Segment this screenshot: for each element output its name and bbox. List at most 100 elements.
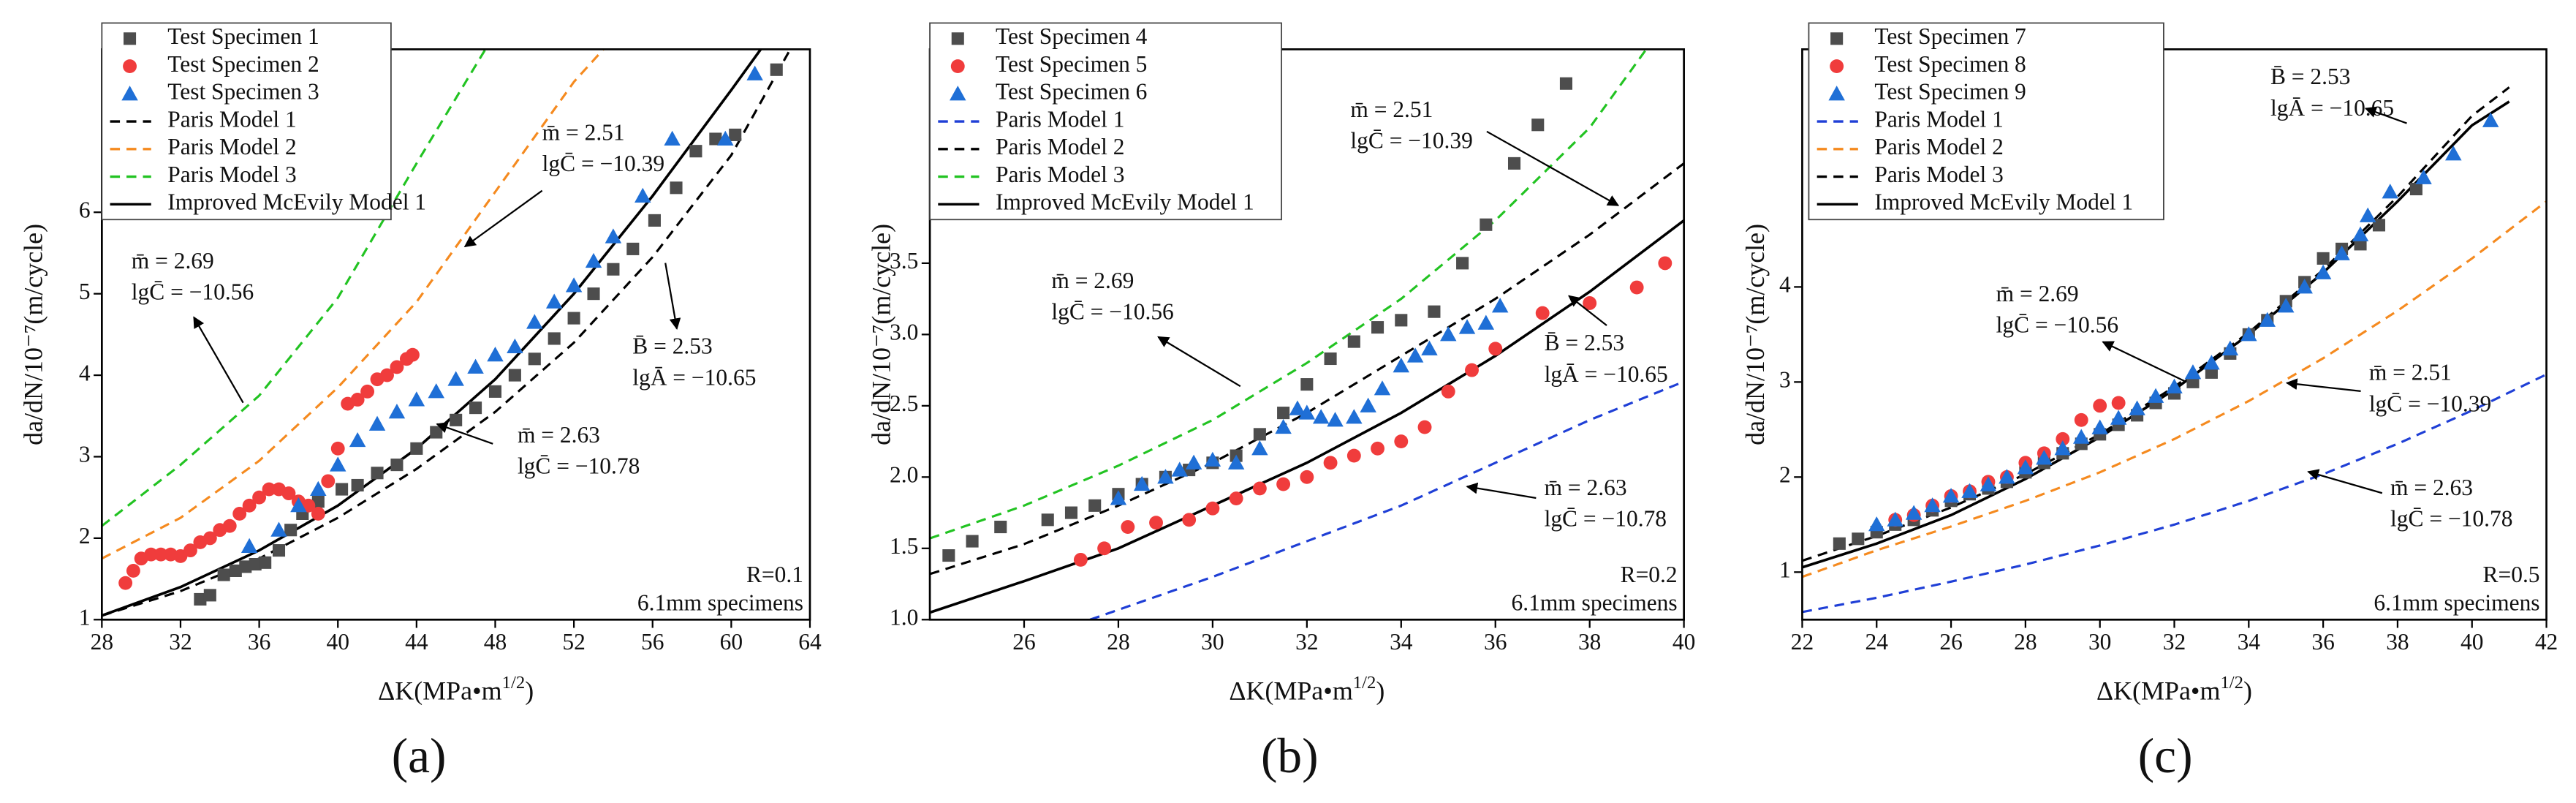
legend-marker [1828, 86, 1845, 101]
y-tick-label: 1.0 [890, 605, 918, 630]
data-point [2056, 431, 2070, 446]
y-tick-label: 6 [79, 197, 91, 222]
data-point [1658, 256, 1672, 271]
data-point [222, 519, 237, 533]
legend-label: Test Specimen 3 [167, 79, 319, 105]
note: R=0.1 [746, 562, 803, 587]
y-tick-label: 3 [79, 442, 91, 467]
legend-label: Paris Model 3 [167, 162, 296, 187]
plot-area [1802, 86, 2547, 614]
data-point [232, 507, 247, 521]
legend-label: Paris Model 2 [1874, 134, 2003, 159]
annotation-arrow [2285, 378, 2361, 393]
data-point [1559, 77, 1572, 90]
data-point [2036, 450, 2053, 465]
x-tick-label: 32 [169, 629, 192, 655]
data-point [1205, 501, 1220, 516]
panel-label: (b) [1261, 728, 1319, 783]
data-point [1924, 497, 1941, 513]
annotation: m̄ = 2.69 [1996, 281, 2079, 306]
annotation: lgC̄ = −10.39 [1350, 128, 1472, 154]
y-tick-label: 1 [79, 605, 91, 630]
data-point [2316, 252, 2330, 265]
note: R=0.2 [1621, 562, 1678, 587]
data-point [284, 524, 298, 537]
x-axis-label-base: ΔK(MPa•m [1229, 676, 1353, 706]
x-axis-label-base: ΔK(MPa•m [378, 676, 502, 706]
data-point [1185, 454, 1202, 470]
x-axis-label-sup: 1/2 [1353, 673, 1376, 693]
data-point [349, 431, 366, 448]
data-point [507, 338, 523, 354]
data-point [388, 403, 406, 419]
data-point [2240, 326, 2257, 342]
legend-label: Improved McEvily Model 1 [996, 189, 1254, 215]
data-point [118, 576, 133, 590]
data-point [330, 441, 345, 456]
y-tick-label: 4 [1779, 272, 1791, 298]
x-tick-label: 60 [720, 629, 743, 655]
y-tick-label: 1.5 [890, 533, 918, 559]
plot-frame [928, 48, 1685, 621]
note: 6.1mm specimens [2374, 589, 2539, 615]
x-tick-label: 42 [2535, 629, 2558, 655]
model-line [1089, 380, 1684, 620]
legend-label: Paris Model 2 [996, 134, 1124, 159]
legend-label: Test Specimen 4 [996, 23, 1148, 49]
data-point [942, 549, 955, 562]
annotation: m̄ = 2.51 [1350, 97, 1433, 122]
data-point [1887, 511, 1903, 527]
data-point [648, 214, 661, 227]
y-tick-label: 2.5 [890, 391, 918, 416]
y-axis-label: da/dN/10⁻⁷(m/cycle) [1740, 224, 1770, 445]
data-point [408, 391, 425, 407]
x-tick-label: 34 [2238, 629, 2261, 655]
annotation-arrow [1568, 295, 1607, 326]
data-point [545, 293, 563, 309]
note: R=0.5 [2483, 562, 2540, 587]
legend-marker [950, 86, 966, 101]
data-point [2359, 207, 2376, 222]
x-axis-label-end: ) [1376, 676, 1384, 706]
data-point [1629, 280, 1644, 295]
data-point [1041, 513, 1054, 527]
x-tick-label: 36 [1484, 629, 1507, 655]
data-point [1477, 314, 1495, 330]
data-point [1229, 491, 1243, 506]
annotation: lgĀ = −10.65 [1545, 361, 1668, 387]
annotation: lgC̄ = −10.78 [1545, 506, 1667, 532]
y-tick-label: 3 [1779, 367, 1791, 393]
data-point [360, 384, 375, 399]
legend-label: Paris Model 1 [996, 106, 1124, 132]
annotation: m̄ = 2.51 [542, 120, 625, 146]
data-point [1371, 321, 1384, 334]
x-tick-label: 26 [1012, 629, 1035, 655]
data-point [2129, 400, 2145, 415]
legend-label: Test Specimen 6 [996, 79, 1147, 105]
annotation: B̄ = 2.53 [1545, 330, 1625, 355]
data-point [390, 459, 404, 472]
data-point [2314, 264, 2332, 279]
data-point [587, 287, 600, 301]
x-axis-label: ΔK(MPa•m1/2) [378, 673, 534, 706]
x-tick-label: 32 [2163, 629, 2186, 655]
data-point [2091, 419, 2108, 434]
data-point [770, 63, 783, 76]
annotation: m̄ = 2.69 [132, 248, 214, 274]
legend-label: Test Specimen 2 [167, 51, 319, 77]
model-line [1802, 373, 2547, 614]
data-point [1458, 319, 1476, 334]
model-line [930, 49, 1648, 540]
plot-frame [100, 48, 811, 621]
annotation-arrow [2364, 106, 2407, 124]
data-point [371, 467, 384, 480]
x-tick-label: 22 [1791, 629, 1814, 655]
x-tick-label: 36 [2311, 629, 2334, 655]
data-point [1300, 470, 1314, 484]
data-point [1289, 400, 1306, 415]
data-point [2333, 245, 2350, 260]
data-point [1097, 541, 1112, 556]
legend-label: Paris Model 2 [167, 134, 296, 159]
annotation-arrow [463, 189, 543, 248]
x-tick-label: 28 [91, 629, 113, 655]
